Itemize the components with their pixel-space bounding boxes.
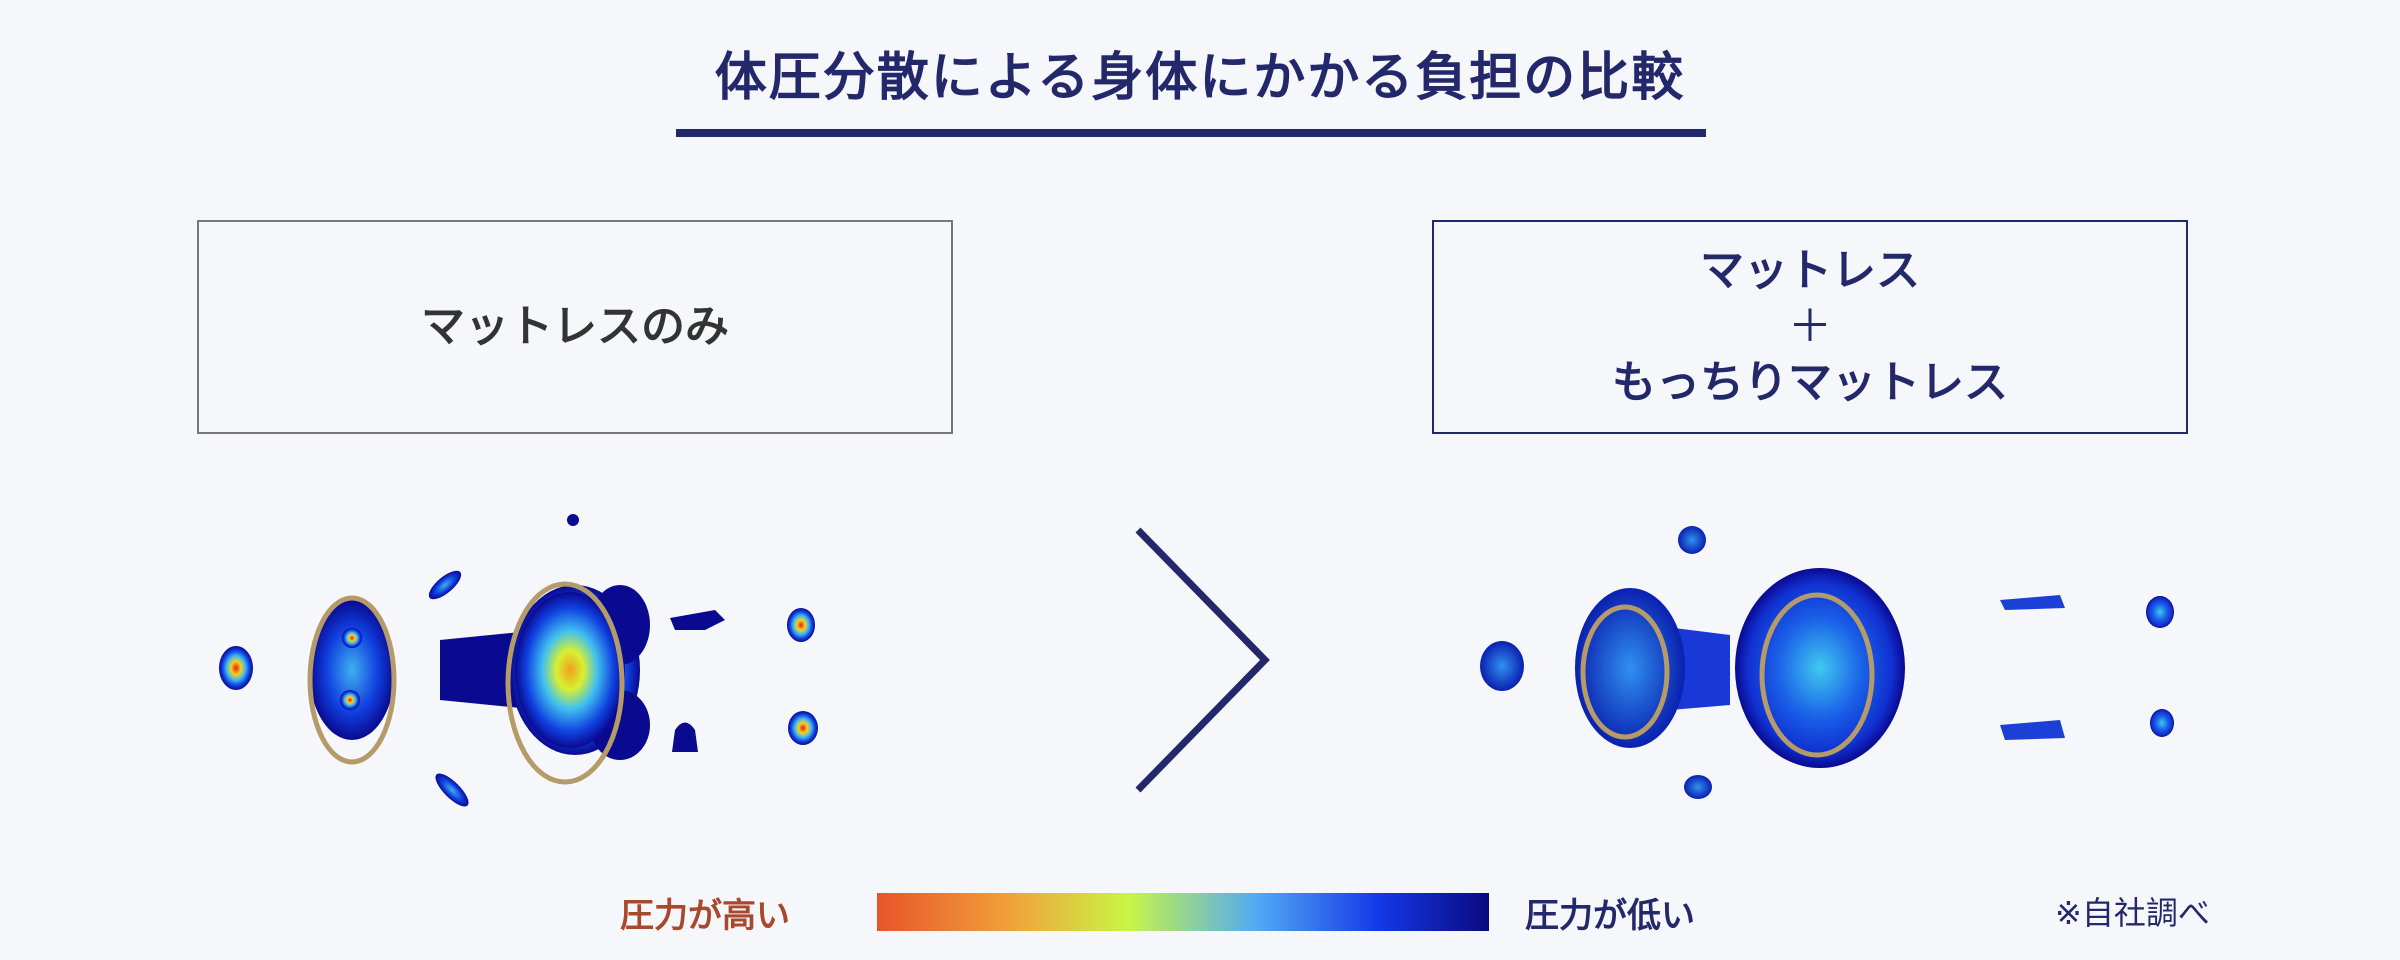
mattress-only-label-box: マットレスのみ [197, 220, 953, 434]
head-upper [2000, 595, 2065, 610]
calf-area [309, 600, 395, 740]
shoulder-spot [2146, 596, 2174, 628]
pressure-map-with-topper [1480, 526, 2174, 799]
source-note: ※自社調べ [2055, 894, 2210, 932]
arm-spot [435, 773, 469, 807]
arm-spot [1678, 526, 1706, 554]
page-title: 体圧分散による身体にかかる負担の比較 [714, 48, 1686, 108]
label-line-1: マットレス [1700, 245, 1920, 296]
label-line-2: もっちりマットレス [1612, 357, 2008, 408]
mattress-only-label: マットレスのみ [421, 301, 729, 352]
heel-spot [1480, 641, 1524, 691]
legend-low-label: 圧力が低い [1525, 896, 1695, 936]
arm-spot [428, 570, 462, 600]
pressure-map-mattress-only [219, 514, 818, 807]
arm-spot [1684, 775, 1712, 799]
calf-highlight [1580, 604, 1670, 740]
mattress-plus-topper-label-box: マットレス ＋ もっちりマットレス [1432, 220, 2188, 434]
shoulder-spot [787, 608, 815, 642]
hip-highlight [505, 581, 625, 785]
pressure-color-scale [877, 893, 1489, 931]
hip-area-core [515, 592, 625, 748]
shoulder-spot [788, 711, 818, 745]
calf-hotspot [342, 628, 362, 648]
legend-high-label: 圧力が高い [620, 896, 790, 936]
head-lower [2000, 720, 2065, 740]
dot [567, 514, 579, 526]
calf-highlight [307, 595, 397, 765]
heel-spot [219, 646, 253, 690]
greater-than-icon [1135, 527, 1270, 793]
shoulder-spot [2150, 709, 2174, 737]
calf-hotspot [340, 690, 360, 710]
head-lower [672, 722, 698, 752]
label-line-plus: ＋ [1788, 301, 1832, 352]
head-upper [670, 610, 725, 630]
hip-highlight [1759, 592, 1875, 758]
title-underline [676, 129, 1706, 137]
